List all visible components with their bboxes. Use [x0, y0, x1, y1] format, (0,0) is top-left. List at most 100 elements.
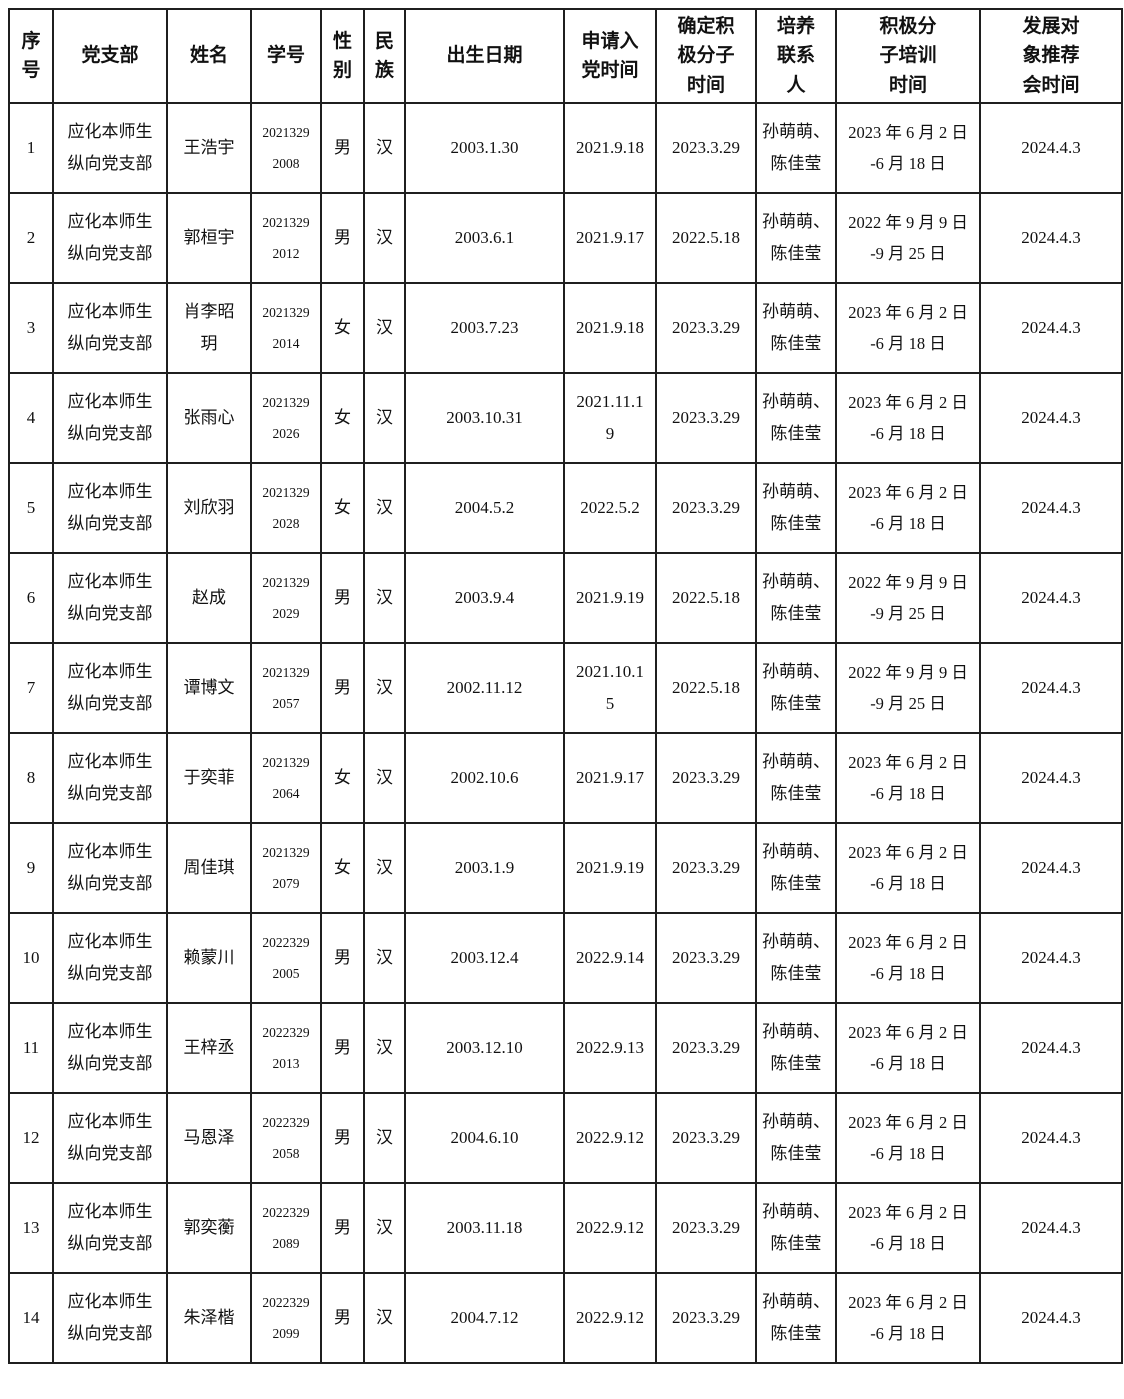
cell-training-period: 2023 年 6 月 2 日 -6 月 18 日 [835, 822, 981, 915]
header-activist-date: 确定积 极分子 时间 [655, 7, 757, 105]
table-row: 6 应化本师生 纵向党支部 赵成 2021329 2029 男 汉 2003.9… [8, 552, 1123, 645]
cell-recommend-date: 2024.4.3 [979, 1002, 1123, 1095]
cell-party-branch: 应化本师生 纵向党支部 [52, 642, 168, 735]
cell-ethnicity: 汉 [363, 642, 406, 735]
cell-ethnicity: 汉 [363, 912, 406, 1005]
cell-party-branch: 应化本师生 纵向党支部 [52, 552, 168, 645]
table-row: 4 应化本师生 纵向党支部 张雨心 2021329 2026 女 汉 2003.… [8, 372, 1123, 465]
cell-gender: 男 [320, 1092, 365, 1185]
cell-activist-date: 2023.3.29 [655, 1002, 757, 1095]
cell-name: 谭博文 [166, 642, 252, 735]
cell-recommend-date: 2024.4.3 [979, 1272, 1123, 1365]
cell-activist-date: 2023.3.29 [655, 822, 757, 915]
table-row: 13 应化本师生 纵向党支部 郭奕蘅 2022329 2089 男 汉 2003… [8, 1182, 1123, 1275]
cell-party-branch: 应化本师生 纵向党支部 [52, 1182, 168, 1275]
cell-seq: 11 [8, 1002, 54, 1095]
cell-contacts: 孙萌萌、 陈佳莹 [755, 1092, 837, 1185]
cell-seq: 1 [8, 102, 54, 195]
cell-seq: 2 [8, 192, 54, 285]
cell-apply-date: 2021.9.19 [563, 552, 657, 645]
cell-student-id: 2021329 2064 [250, 732, 322, 825]
cell-student-id: 2022329 2013 [250, 1002, 322, 1095]
cell-gender: 男 [320, 552, 365, 645]
cell-gender: 女 [320, 732, 365, 825]
table-row: 9 应化本师生 纵向党支部 周佳琪 2021329 2079 女 汉 2003.… [8, 822, 1123, 915]
cell-name: 郭奕蘅 [166, 1182, 252, 1275]
cell-training-period: 2023 年 6 月 2 日 -6 月 18 日 [835, 912, 981, 1005]
cell-student-id: 2021329 2008 [250, 102, 322, 195]
cell-name: 朱泽楷 [166, 1272, 252, 1365]
cell-birth-date: 2003.6.1 [404, 192, 565, 285]
cell-training-period: 2023 年 6 月 2 日 -6 月 18 日 [835, 1002, 981, 1095]
cell-name: 王浩宇 [166, 102, 252, 195]
cell-ethnicity: 汉 [363, 1182, 406, 1275]
header-apply-date: 申请入 党时间 [563, 7, 657, 105]
cell-training-period: 2023 年 6 月 2 日 -6 月 18 日 [835, 1272, 981, 1365]
cell-activist-date: 2023.3.29 [655, 732, 757, 825]
cell-activist-date: 2023.3.29 [655, 102, 757, 195]
cell-seq: 9 [8, 822, 54, 915]
cell-gender: 女 [320, 372, 365, 465]
cell-seq: 13 [8, 1182, 54, 1275]
cell-birth-date: 2003.1.30 [404, 102, 565, 195]
cell-recommend-date: 2024.4.3 [979, 372, 1123, 465]
cell-student-id: 2021329 2012 [250, 192, 322, 285]
cell-recommend-date: 2024.4.3 [979, 1182, 1123, 1275]
table-row: 1 应化本师生 纵向党支部 王浩宇 2021329 2008 男 汉 2003.… [8, 102, 1123, 195]
cell-contacts: 孙萌萌、 陈佳莹 [755, 192, 837, 285]
header-contacts: 培养 联系 人 [755, 7, 837, 105]
cell-contacts: 孙萌萌、 陈佳莹 [755, 732, 837, 825]
cell-birth-date: 2004.5.2 [404, 462, 565, 555]
cell-recommend-date: 2024.4.3 [979, 1092, 1123, 1185]
cell-apply-date: 2021.11.1 9 [563, 372, 657, 465]
table-row: 2 应化本师生 纵向党支部 郭桓宇 2021329 2012 男 汉 2003.… [8, 192, 1123, 285]
cell-seq: 14 [8, 1272, 54, 1365]
table-row: 10 应化本师生 纵向党支部 赖蒙川 2022329 2005 男 汉 2003… [8, 912, 1123, 1005]
cell-activist-date: 2023.3.29 [655, 282, 757, 375]
header-training-period: 积极分 子培训 时间 [835, 7, 981, 105]
cell-apply-date: 2022.9.12 [563, 1182, 657, 1275]
cell-birth-date: 2003.9.4 [404, 552, 565, 645]
cell-party-branch: 应化本师生 纵向党支部 [52, 462, 168, 555]
cell-party-branch: 应化本师生 纵向党支部 [52, 1092, 168, 1185]
cell-party-branch: 应化本师生 纵向党支部 [52, 372, 168, 465]
cell-birth-date: 2003.1.9 [404, 822, 565, 915]
cell-contacts: 孙萌萌、 陈佳莹 [755, 912, 837, 1005]
cell-name: 肖李昭 玥 [166, 282, 252, 375]
cell-party-branch: 应化本师生 纵向党支部 [52, 732, 168, 825]
cell-seq: 8 [8, 732, 54, 825]
cell-contacts: 孙萌萌、 陈佳莹 [755, 1002, 837, 1095]
cell-name: 马恩泽 [166, 1092, 252, 1185]
cell-apply-date: 2021.9.19 [563, 822, 657, 915]
cell-training-period: 2023 年 6 月 2 日 -6 月 18 日 [835, 372, 981, 465]
cell-student-id: 2021329 2057 [250, 642, 322, 735]
cell-gender: 女 [320, 462, 365, 555]
cell-apply-date: 2022.5.2 [563, 462, 657, 555]
cell-gender: 女 [320, 822, 365, 915]
cell-contacts: 孙萌萌、 陈佳莹 [755, 822, 837, 915]
cell-contacts: 孙萌萌、 陈佳莹 [755, 102, 837, 195]
cell-activist-date: 2023.3.29 [655, 462, 757, 555]
cell-birth-date: 2004.6.10 [404, 1092, 565, 1185]
cell-seq: 6 [8, 552, 54, 645]
cell-ethnicity: 汉 [363, 1092, 406, 1185]
cell-party-branch: 应化本师生 纵向党支部 [52, 282, 168, 375]
cell-birth-date: 2002.10.6 [404, 732, 565, 825]
header-student-id: 学号 [250, 7, 322, 105]
cell-seq: 4 [8, 372, 54, 465]
cell-party-branch: 应化本师生 纵向党支部 [52, 1002, 168, 1095]
cell-student-id: 2022329 2089 [250, 1182, 322, 1275]
cell-apply-date: 2021.9.18 [563, 282, 657, 375]
cell-recommend-date: 2024.4.3 [979, 642, 1123, 735]
header-birth-date: 出生日期 [404, 7, 565, 105]
cell-name: 郭桓宇 [166, 192, 252, 285]
cell-gender: 男 [320, 1182, 365, 1275]
cell-student-id: 2021329 2026 [250, 372, 322, 465]
cell-activist-date: 2023.3.29 [655, 1182, 757, 1275]
cell-name: 赖蒙川 [166, 912, 252, 1005]
cell-recommend-date: 2024.4.3 [979, 912, 1123, 1005]
cell-training-period: 2023 年 6 月 2 日 -6 月 18 日 [835, 1092, 981, 1185]
cell-training-period: 2022 年 9 月 9 日 -9 月 25 日 [835, 642, 981, 735]
cell-name: 刘欣羽 [166, 462, 252, 555]
cell-contacts: 孙萌萌、 陈佳莹 [755, 462, 837, 555]
